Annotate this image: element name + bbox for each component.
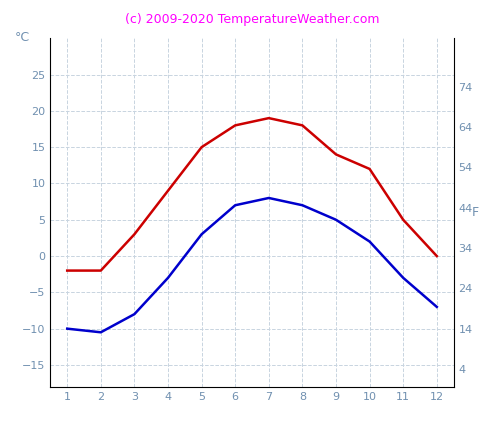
- Y-axis label: F: F: [472, 206, 479, 219]
- Text: (c) 2009-2020 TemperatureWeather.com: (c) 2009-2020 TemperatureWeather.com: [125, 13, 379, 26]
- Y-axis label: °C: °C: [15, 31, 30, 44]
